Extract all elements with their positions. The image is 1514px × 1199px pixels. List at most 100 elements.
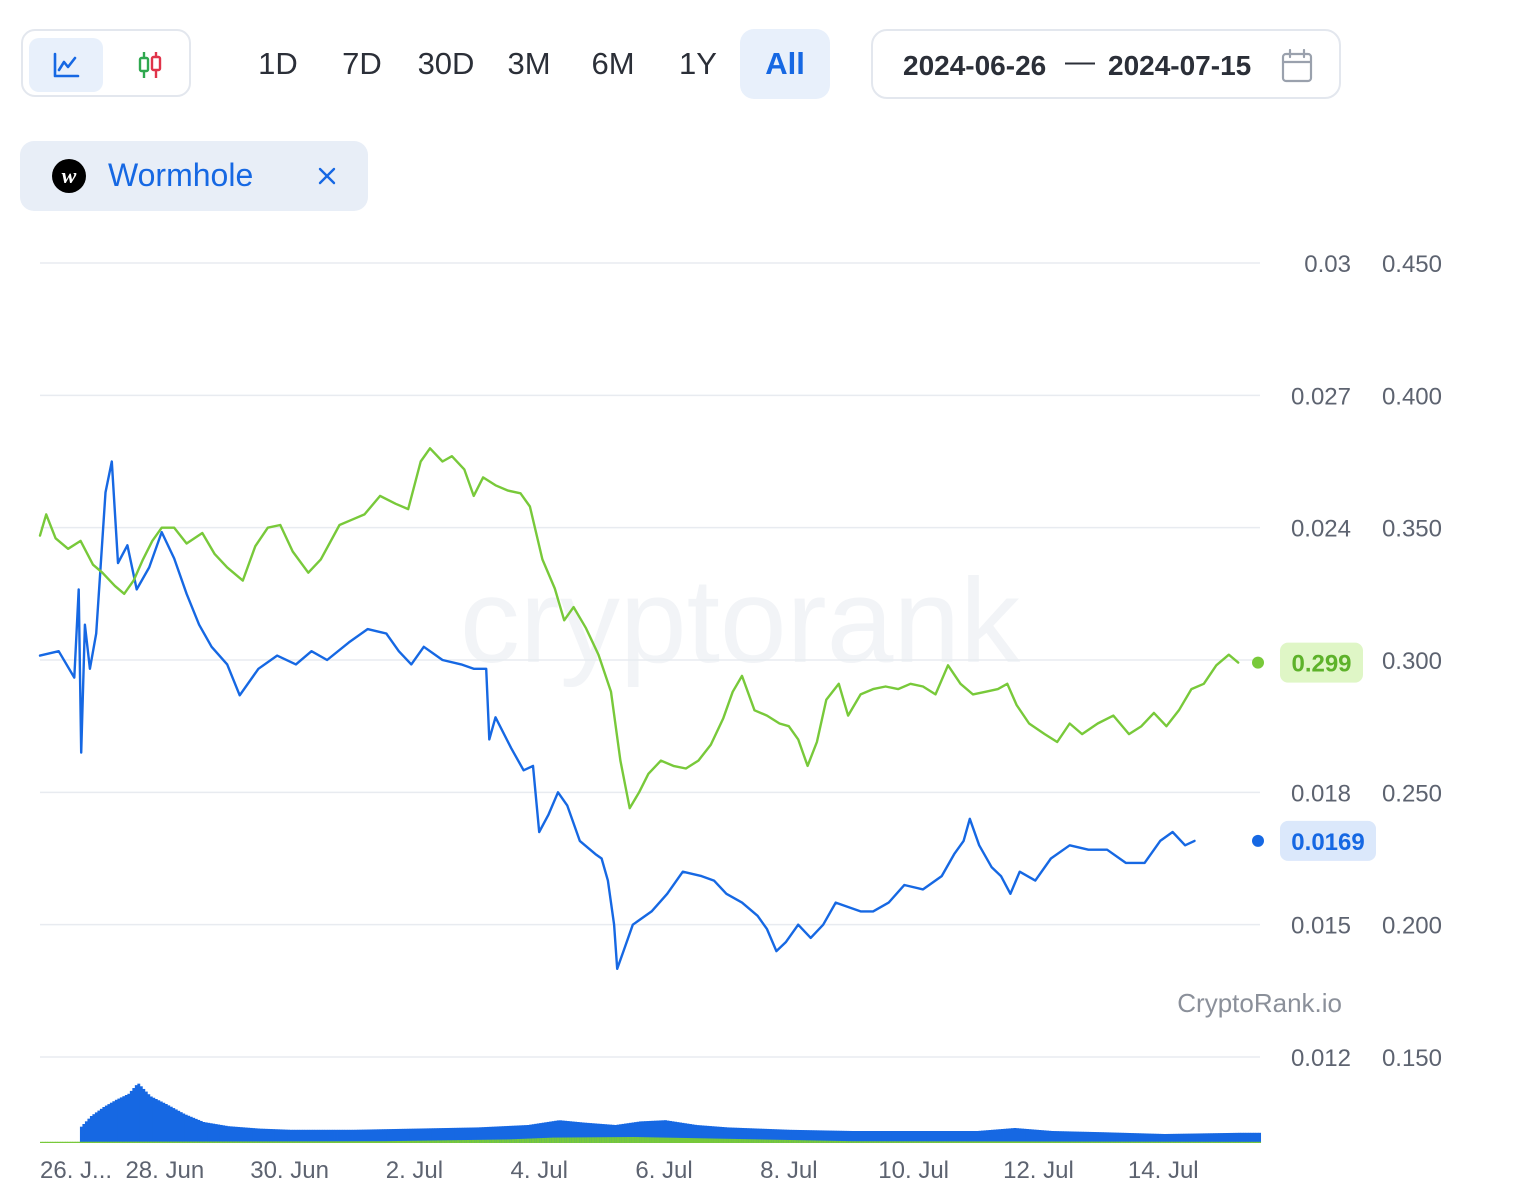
volume-bar-blue: [217, 1124, 221, 1143]
date-from[interactable]: 2024-06-26: [903, 50, 1047, 81]
volume-bar-green: [257, 1141, 261, 1143]
volume-bar-blue: [599, 1123, 603, 1143]
volume-bar-green: [1008, 1141, 1012, 1143]
volume-bar-green: [753, 1139, 757, 1143]
close-icon[interactable]: [317, 166, 337, 186]
volume-bar-green: [1130, 1141, 1134, 1143]
volume-bar-blue: [461, 1127, 465, 1143]
volume-bar-green: [254, 1141, 258, 1143]
volume-bar-blue: [891, 1131, 895, 1143]
range-6m-button[interactable]: 6M: [591, 46, 635, 81]
volume-bar-green: [716, 1138, 720, 1143]
date-range-picker[interactable]: 2024-06-26 — 2024-07-15: [871, 29, 1341, 99]
volume-bar-green: [896, 1141, 900, 1143]
y-right-tick-label: 0.350: [1382, 516, 1442, 543]
volume-bar-blue: [768, 1129, 772, 1143]
volume-bar-green: [1220, 1141, 1224, 1143]
volume-bar-green: [1028, 1141, 1032, 1143]
volume-bar-blue: [926, 1131, 930, 1143]
volume-bar-blue: [1095, 1132, 1099, 1143]
volume-bar-blue: [876, 1131, 880, 1143]
volume-bar-green: [1238, 1141, 1242, 1143]
volume-bar-blue: [788, 1129, 792, 1143]
volume-bar-blue: [92, 1114, 96, 1143]
x-tick-label: 12. Jul: [1003, 1157, 1074, 1184]
volume-bar-blue: [911, 1131, 915, 1143]
last-value-label-blue: 0.0169: [1291, 829, 1364, 856]
volume-bar-green: [192, 1141, 196, 1143]
range-1y-button[interactable]: 1Y: [679, 46, 717, 81]
range-3m-button[interactable]: 3M: [507, 46, 551, 81]
volume-bar-blue: [661, 1120, 665, 1143]
volume-bar-blue: [1055, 1131, 1059, 1143]
volume-bar-blue: [114, 1099, 118, 1143]
volume-bar-blue: [786, 1129, 790, 1143]
volume-bar-blue: [863, 1131, 867, 1143]
coin-chip-wormhole[interactable]: w Wormhole: [20, 141, 368, 211]
volume-bar-blue: [936, 1131, 940, 1143]
volume-bar-green: [916, 1141, 920, 1143]
volume-bar-blue: [1001, 1129, 1004, 1143]
volume-bar-blue: [1033, 1129, 1037, 1143]
volume-bar-green: [1143, 1141, 1147, 1143]
line-chart-button[interactable]: [29, 38, 103, 92]
volume-bar-blue: [1173, 1133, 1177, 1143]
candlestick-icon: [138, 52, 162, 78]
volume-bar-green: [886, 1141, 890, 1143]
volume-bar-blue: [1043, 1130, 1047, 1143]
volume-bar-blue: [1258, 1132, 1262, 1143]
volume-bar-green: [299, 1141, 303, 1143]
y-left-tick-label: 0.024: [1291, 516, 1351, 543]
range-7d-button[interactable]: 7D: [342, 46, 382, 81]
volume-bar-blue: [1205, 1133, 1209, 1143]
volume-bar-blue: [1008, 1128, 1012, 1143]
volume-bar-blue: [232, 1126, 236, 1143]
volume-bar-green: [946, 1141, 950, 1143]
volume-bar-green: [1033, 1141, 1037, 1143]
volume-bar-green: [589, 1137, 593, 1143]
volume-bar-green: [941, 1141, 945, 1143]
volume-bar-green: [823, 1140, 827, 1143]
volume-bar-green: [813, 1140, 817, 1143]
volume-bar-green: [981, 1141, 984, 1143]
price-chart[interactable]: cryptorank 0.03 0.027 0.024 0.018 0.015 0.012…: [0, 230, 1514, 1199]
volume-bar-green: [284, 1141, 288, 1143]
volume-bar-green: [154, 1141, 158, 1143]
volume-bar-blue: [1215, 1133, 1219, 1143]
volume-bar-blue: [793, 1129, 797, 1143]
series-line-blue[interactable]: [38, 460, 1196, 970]
volume-bar-blue: [689, 1124, 692, 1143]
volume-bar-green: [586, 1137, 590, 1143]
date-to[interactable]: 2024-07-15: [1108, 50, 1252, 81]
volume-bar-blue: [966, 1131, 969, 1143]
volume-bar-blue: [1068, 1131, 1072, 1143]
volume-bar-green: [44, 1141, 48, 1143]
volume-bar-blue: [681, 1122, 685, 1143]
volume-bar-blue: [242, 1127, 246, 1143]
series-line-green[interactable]: [38, 447, 1240, 810]
x-tick-label: 26. J...: [40, 1157, 112, 1184]
calendar-icon[interactable]: [1281, 49, 1313, 83]
volume-bar-green: [204, 1141, 208, 1143]
volume-bar-green: [1055, 1141, 1059, 1143]
range-1d-button[interactable]: 1D: [258, 46, 298, 81]
volume-bar-blue: [801, 1130, 805, 1143]
volume-bar-blue: [878, 1131, 882, 1143]
volume-bar-blue: [469, 1127, 473, 1143]
volume-bar-blue: [162, 1102, 166, 1143]
volume-bar-green: [471, 1139, 475, 1143]
range-all-button[interactable]: All: [740, 29, 830, 99]
volume-bar-green: [571, 1137, 575, 1143]
volume-bar-green: [40, 1141, 43, 1143]
volume-bar-green: [174, 1141, 178, 1143]
volume-bar-green: [786, 1139, 790, 1143]
volume-bar-blue: [449, 1127, 453, 1143]
range-30d-button[interactable]: 30D: [417, 46, 475, 81]
volume-bar-green: [951, 1141, 954, 1143]
candlestick-chart-button[interactable]: [113, 38, 187, 92]
volume-bar-green: [332, 1141, 335, 1143]
volume-bar-blue: [506, 1125, 510, 1143]
volume-bar-green: [164, 1141, 168, 1143]
volume-bar-blue: [1185, 1133, 1189, 1143]
volume-bar-green: [721, 1138, 725, 1143]
